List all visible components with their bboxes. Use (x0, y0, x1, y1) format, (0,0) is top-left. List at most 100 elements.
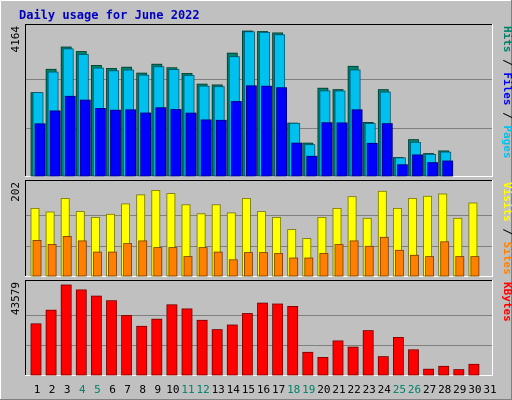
bar-pages-day-2 (49, 110, 61, 177)
bar-sites-day-3 (62, 235, 72, 277)
bar-kbytes-day-19 (302, 351, 314, 376)
bar-sites-day-22 (349, 240, 359, 277)
panel-top-legend-text: Hits / Files / Pages (501, 26, 512, 159)
panel-top-max-label: 4164 (9, 26, 22, 53)
bar-pages-day-6 (110, 109, 121, 177)
bar-pages-day-1 (34, 123, 46, 177)
bar-pages-day-12 (200, 119, 212, 177)
bar-sites-day-21 (334, 244, 344, 277)
legend-item-pages: Pages (501, 125, 512, 158)
bar-pages-day-22 (351, 109, 363, 177)
bar-kbytes-day-25 (392, 336, 404, 376)
bar-pages-day-13 (215, 119, 227, 177)
bar-sites-day-24 (379, 236, 389, 277)
panel-bot-legend-text: KBytes (501, 282, 512, 322)
bar-kbytes-day-22 (347, 346, 359, 376)
panel-mid-legend: Visits / Sites (501, 182, 512, 275)
x-tick-label-day-10: 10 (166, 383, 179, 396)
x-tick-label-day-9: 9 (154, 383, 161, 396)
bar-sites-day-30 (470, 256, 480, 277)
bar-pages-day-4 (79, 99, 91, 177)
bar-kbytes-day-15 (241, 313, 253, 376)
bar-sites-day-16 (259, 252, 268, 277)
bar-kbytes-day-9 (151, 318, 163, 376)
panel-bot-max-label: 43579 (9, 282, 22, 315)
bar-sites-day-29 (455, 256, 465, 277)
bar-sites-day-14 (228, 259, 238, 277)
bar-sites-day-28 (440, 241, 450, 277)
bar-sites-day-19 (304, 257, 314, 277)
x-tick-label-day-22: 22 (347, 383, 360, 396)
bar-pages-day-16 (261, 85, 272, 177)
bar-kbytes-day-14 (226, 324, 238, 376)
bar-pages-day-7 (125, 109, 136, 177)
bar-kbytes-day-3 (60, 284, 72, 376)
x-tick-label-day-23: 23 (363, 383, 376, 396)
x-tick-label-day-18: 18 (287, 383, 300, 396)
bar-pages-day-10 (170, 109, 182, 177)
x-tick-label-day-4: 4 (79, 383, 86, 396)
x-tick-label-day-19: 19 (302, 383, 315, 396)
bar-pages-day-24 (381, 123, 393, 177)
bar-kbytes-day-10 (166, 304, 178, 376)
series-kbytes (30, 284, 480, 376)
bar-pages-day-11 (185, 112, 197, 177)
bar-kbytes-day-2 (45, 309, 57, 376)
bar-kbytes-day-7 (121, 315, 132, 376)
panel-bot: 43579 KBytes (9, 280, 512, 376)
legend-separator: / (501, 106, 512, 126)
panel-mid-legend-text: Visits / Sites (501, 182, 512, 275)
panel-top-legend: Hits / Files / Pages (501, 26, 512, 159)
series-pages (34, 85, 454, 177)
bar-sites-day-11 (183, 256, 193, 277)
legend-item-kbytes: KBytes (501, 282, 512, 322)
bar-sites-day-6 (108, 251, 117, 277)
bar-kbytes-day-28 (438, 365, 450, 376)
x-tick-label-day-27: 27 (423, 383, 436, 396)
bar-kbytes-day-5 (91, 295, 102, 376)
x-tick-label-day-29: 29 (453, 383, 466, 396)
bar-pages-day-23 (366, 142, 378, 177)
x-tick-label-day-3: 3 (64, 383, 71, 396)
bar-kbytes-day-1 (30, 323, 42, 376)
bar-sites-day-27 (425, 256, 435, 277)
bar-pages-day-28 (442, 160, 454, 177)
bar-sites-day-4 (77, 240, 87, 277)
bar-kbytes-day-27 (423, 368, 435, 376)
x-tick-label-day-20: 20 (317, 383, 330, 396)
x-tick-label-day-8: 8 (139, 383, 146, 396)
bar-pages-day-3 (64, 95, 76, 177)
bar-sites-day-8 (138, 240, 148, 277)
legend-item-sites: Sites (501, 242, 512, 275)
bar-kbytes-day-4 (75, 289, 87, 376)
x-tick-label-day-17: 17 (272, 383, 285, 396)
bar-kbytes-day-29 (453, 369, 465, 376)
bar-pages-day-27 (427, 162, 439, 177)
bar-pages-day-5 (95, 108, 106, 177)
x-tick-label-day-7: 7 (124, 383, 131, 396)
bar-kbytes-day-17 (272, 303, 284, 376)
x-tick-label-day-1: 1 (34, 383, 41, 396)
bar-pages-day-9 (155, 107, 167, 177)
series-sites (32, 235, 480, 277)
x-tick-label-day-21: 21 (332, 383, 345, 396)
x-tick-label-day-24: 24 (378, 383, 392, 396)
bar-sites-day-10 (168, 247, 178, 277)
bar-pages-day-17 (276, 87, 288, 177)
chart-title: Daily usage for June 2022 (19, 8, 200, 22)
bar-sites-day-9 (153, 247, 163, 277)
bar-pages-day-25 (396, 164, 408, 177)
x-axis-labels: 1 2 3 4 5 6 7 8 9 10 11 12 13 14 15 16 17 18 19 20 21 22 23 24 2… (34, 383, 497, 396)
bar-kbytes-day-13 (211, 329, 223, 376)
bar-kbytes-day-24 (377, 356, 389, 376)
x-tick-label-day-26: 26 (408, 383, 421, 396)
bar-kbytes-day-26 (408, 349, 419, 376)
x-tick-label-day-15: 15 (242, 383, 255, 396)
bar-sites-day-1 (32, 239, 42, 277)
x-tick-label-day-31: 31 (483, 383, 496, 396)
bar-sites-day-13 (213, 251, 223, 277)
bar-sites-day-17 (274, 253, 284, 277)
bar-sites-day-7 (123, 243, 132, 277)
x-tick-label-day-6: 6 (109, 383, 116, 396)
